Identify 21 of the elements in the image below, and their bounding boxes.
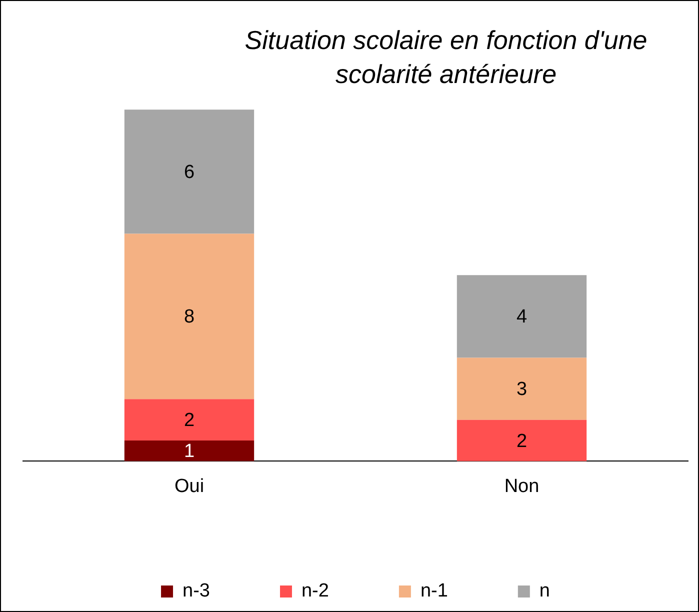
legend-label: n-2 <box>301 580 329 602</box>
bar <box>124 440 254 462</box>
bar <box>456 358 587 420</box>
data-label: 6 <box>184 162 195 183</box>
bar <box>124 399 254 441</box>
x-tick-label: Oui <box>174 476 204 497</box>
data-label: 1 <box>184 441 195 462</box>
data-label: 8 <box>184 306 195 328</box>
data-label: 4 <box>516 306 528 328</box>
data-label: 2 <box>184 410 195 432</box>
bar <box>124 234 254 400</box>
bar <box>124 110 254 234</box>
bar <box>456 275 587 358</box>
data-label: 2 <box>516 430 528 452</box>
x-tick-label: Non <box>504 476 540 497</box>
legend-label: n-1 <box>420 580 448 602</box>
legend-label: n-3 <box>182 580 210 602</box>
legend-label: n <box>539 580 550 602</box>
data-label: 3 <box>516 379 528 400</box>
chart-title: Situation scolaire en fonction d'une scolarité antérieure <box>244 24 648 91</box>
bar <box>456 420 587 462</box>
